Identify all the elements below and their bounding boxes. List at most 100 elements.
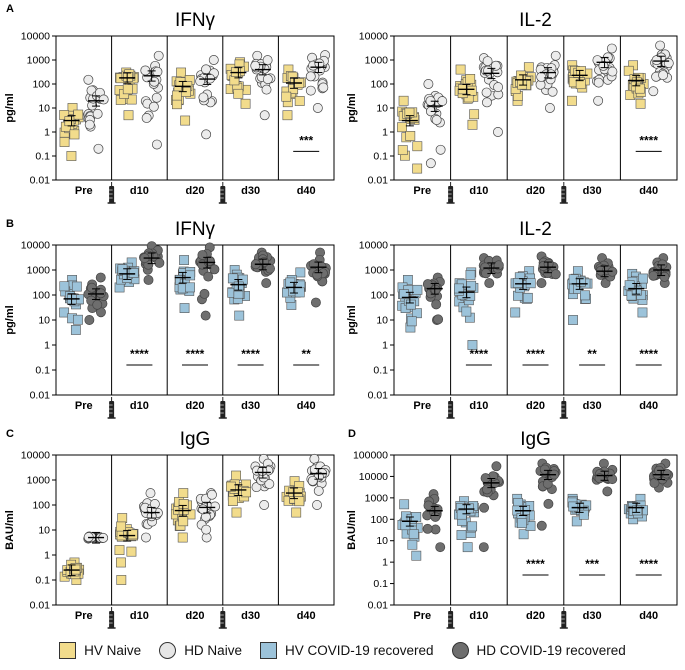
data-point <box>259 500 270 510</box>
data-point <box>466 280 477 291</box>
chart-panel-3: B IFNγ pg/ml 0.01 0.1 1 10 100 1000 10000 Pre d10 d2… <box>4 218 335 419</box>
data-point <box>314 58 325 69</box>
y-tick-label: 10 <box>38 315 50 327</box>
data-point <box>544 103 555 113</box>
data-point <box>185 282 195 293</box>
x-tick-label: d40 <box>639 185 658 197</box>
data-point <box>200 310 211 321</box>
data-point <box>318 82 329 93</box>
y-tick-label: 1 <box>382 127 388 139</box>
data-point <box>466 85 477 96</box>
significance-label: **** <box>639 347 658 361</box>
significance-label: **** <box>186 347 205 361</box>
chart-title: IgG <box>520 429 551 450</box>
data-point <box>172 99 182 110</box>
y-tick-label: 0.1 <box>373 151 388 163</box>
data-point <box>92 299 103 310</box>
data-point <box>593 77 604 88</box>
data-point <box>407 539 418 550</box>
data-point <box>516 70 526 81</box>
data-point <box>154 257 165 268</box>
data-point <box>431 299 442 310</box>
data-point <box>598 60 609 71</box>
data-point <box>128 268 139 278</box>
data-point <box>423 79 434 89</box>
y-tick-label: 0.1 <box>373 365 388 377</box>
data-point <box>264 478 275 489</box>
data-point <box>209 264 220 275</box>
x-tick-label: d40 <box>297 610 316 622</box>
data-point <box>637 307 648 318</box>
data-point <box>536 520 547 531</box>
data-point <box>607 474 618 485</box>
data-point <box>201 524 212 535</box>
data-point <box>149 76 160 87</box>
data-point <box>66 151 77 161</box>
data-point <box>412 163 423 174</box>
data-point <box>422 523 433 534</box>
y-tick-label: 1000 <box>27 55 51 67</box>
legend-swatch-square <box>259 641 277 659</box>
x-tick-label: d20 <box>186 610 205 622</box>
x-tick-label: d40 <box>297 185 316 197</box>
data-point <box>624 280 635 291</box>
data-point <box>123 110 134 121</box>
data-point <box>71 281 82 292</box>
y-axis-label: BAU/ml <box>4 510 16 550</box>
data-point <box>575 79 586 90</box>
x-tick-label: d30 <box>583 185 602 197</box>
data-point <box>578 509 589 520</box>
y-tick-label: 10000 <box>21 450 50 462</box>
data-point <box>70 325 81 335</box>
data-point <box>571 516 582 527</box>
y-tick-label: 0.1 <box>35 151 50 163</box>
data-point <box>550 50 561 61</box>
x-tick-label: d30 <box>241 185 260 197</box>
data-point <box>398 95 409 106</box>
data-point <box>240 98 251 109</box>
x-tick-label: Pre <box>75 400 93 412</box>
data-point <box>84 119 95 130</box>
y-tick-label: 1 <box>382 557 388 569</box>
y-axis-label: pg/ml <box>346 305 358 334</box>
syringe-icon <box>446 182 455 204</box>
y-tick-label: 1000 <box>365 265 389 277</box>
data-point <box>518 529 529 540</box>
data-point <box>543 258 554 269</box>
data-point <box>312 500 322 510</box>
y-tick-label: 100 <box>370 79 388 91</box>
data-point <box>201 129 212 140</box>
data-point <box>399 499 410 510</box>
x-tick-label: d30 <box>583 400 602 412</box>
plot-frame <box>393 35 678 181</box>
data-point <box>262 74 273 85</box>
data-point <box>455 64 466 75</box>
data-point <box>198 92 209 103</box>
data-point <box>510 307 521 318</box>
data-point <box>606 43 617 54</box>
x-tick-label: d30 <box>583 610 602 622</box>
data-point <box>310 297 321 308</box>
data-point <box>83 74 94 85</box>
data-point <box>408 529 419 539</box>
significance-label: ** <box>302 347 312 361</box>
x-tick-label: Pre <box>75 185 93 197</box>
data-point <box>116 557 126 568</box>
significance-label: **** <box>639 557 658 571</box>
data-point <box>126 546 137 557</box>
y-tick-label: 10000 <box>359 31 388 43</box>
y-tick-label: 1 <box>382 340 388 352</box>
data-point <box>257 466 268 476</box>
data-point <box>399 289 409 300</box>
significance-label: **** <box>470 347 489 361</box>
data-point <box>575 276 586 287</box>
data-point <box>261 84 272 95</box>
data-point <box>651 55 662 66</box>
y-tick-label: 10 <box>38 525 50 537</box>
y-tick-label: 0.1 <box>373 578 388 590</box>
legend-item-hd-naive: HD Naive <box>159 641 242 659</box>
data-point <box>493 82 504 93</box>
data-point <box>512 278 523 288</box>
significance-label: **** <box>639 133 658 147</box>
data-point <box>208 55 219 65</box>
